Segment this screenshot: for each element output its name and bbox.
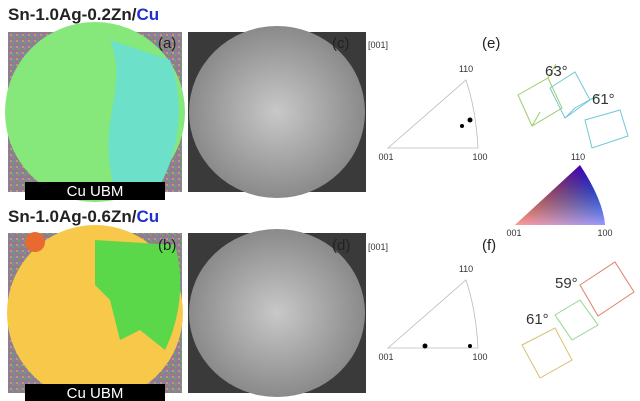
panel-label: (f) (482, 237, 496, 254)
panel-label: (a) (158, 35, 176, 52)
panel-label: (b) (158, 237, 176, 254)
ipf-triangle (388, 280, 478, 348)
ubm-label: Cu UBM (67, 385, 124, 401)
angle: 61° (526, 311, 549, 328)
ubm-label: Cu UBM (67, 183, 124, 200)
angle: 59° (555, 275, 578, 292)
figure: Sn-1.0Ag-0.2Zn/Cu (a) Cu UBM (c) [001] 1… (0, 0, 640, 401)
panel-label: (d) (332, 237, 350, 254)
corner-label: 110 (459, 264, 473, 274)
grain (109, 40, 179, 190)
sem-joint (189, 229, 365, 397)
corner-label: 001 (378, 352, 393, 362)
row-2: Sn-1.0Ag-0.6Zn/Cu (b) Cu UBM (d) [001] 1… (7, 207, 634, 401)
ipf-triangle (388, 80, 478, 148)
color-key: 110 001 100 (506, 152, 612, 238)
corner-label: 100 (472, 352, 487, 362)
corner-label: 110 (459, 64, 473, 74)
corner-label: 110 (571, 152, 585, 162)
row-title: Sn-1.0Ag-0.6Zn/Cu (8, 207, 159, 226)
corner-label: 001 (506, 228, 521, 238)
corner-label: 001 (378, 152, 393, 162)
corner-label: 100 (472, 152, 487, 162)
row-1: Sn-1.0Ag-0.2Zn/Cu (a) Cu UBM (c) [001] 1… (5, 5, 628, 202)
direction: [001] (368, 40, 388, 50)
panel-label: (c) (332, 35, 350, 52)
angle: 63° (545, 63, 568, 80)
direction: [001] (368, 242, 388, 252)
row-title: Sn-1.0Ag-0.2Zn/Cu (8, 5, 159, 24)
angle: 61° (592, 91, 615, 108)
corner-label: 100 (597, 228, 612, 238)
panel-label: (e) (482, 35, 500, 52)
